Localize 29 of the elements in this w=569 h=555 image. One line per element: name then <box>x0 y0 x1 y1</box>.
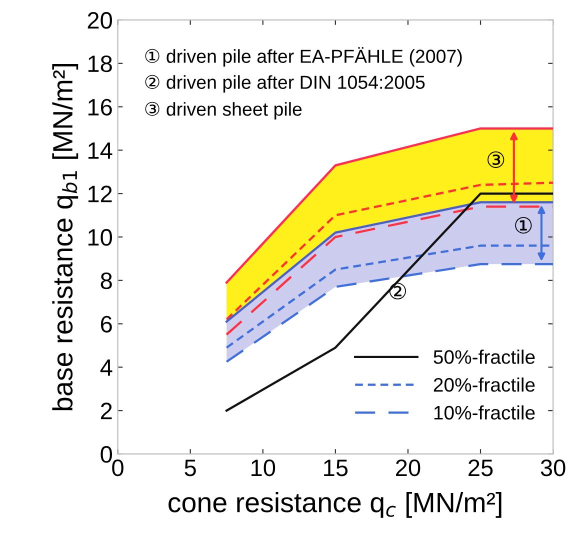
y-tick-label: 0 <box>100 446 112 463</box>
annotation: ② driven pile after DIN 1054:2005 <box>145 74 425 93</box>
y-tick-label: 20 <box>88 12 112 29</box>
y-tick-label: 18 <box>88 55 112 72</box>
x-tick-label: 0 <box>112 459 124 476</box>
x-tick-label: 25 <box>468 459 493 476</box>
y-tick-label: 8 <box>100 272 112 290</box>
legend-label: 10%-fractile <box>434 405 535 420</box>
y-axis-title: base resistance q$_{b1}$ [MN/m²] <box>52 64 78 410</box>
x-tick-label: 5 <box>184 460 196 476</box>
x-tick-label: 30 <box>540 459 566 476</box>
y-tick-label: 4 <box>100 360 112 376</box>
y-tick-label: 6 <box>100 316 112 333</box>
x-tick-label: 10 <box>252 459 276 476</box>
annotation: ③ <box>488 151 504 168</box>
x-tick-label: 15 <box>324 460 348 476</box>
x-tick-label: 20 <box>396 459 420 476</box>
annotation: ② <box>389 282 406 300</box>
legend-label: 50%-fractile <box>434 350 535 364</box>
y-tick-label: 2 <box>100 402 112 420</box>
legend-label: 20%-fractile <box>434 377 535 392</box>
annotation: ① <box>515 216 532 234</box>
annotation: ③ driven sheet pile <box>145 102 302 120</box>
y-tick-label: 12 <box>88 186 112 202</box>
y-tick-label: 10 <box>88 229 112 246</box>
y-tick-label: 14 <box>88 142 112 159</box>
annotation: ① driven pile after EA-PFÄHLE (2007) <box>145 47 462 67</box>
x-axis-title: cone resistance q$_{c}$ [MN/m²] <box>168 492 502 518</box>
y-tick-label: 16 <box>88 98 112 116</box>
